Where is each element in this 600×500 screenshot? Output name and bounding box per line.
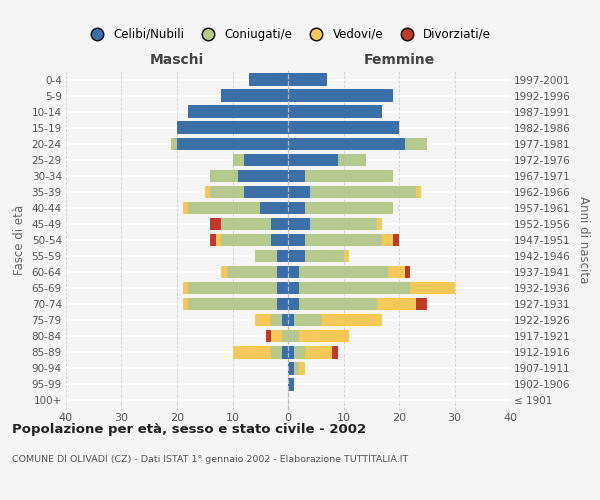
Bar — [205, 186, 210, 198]
Bar — [288, 138, 404, 150]
Bar — [271, 346, 283, 358]
Text: Popolazione per età, sesso e stato civile - 2002: Popolazione per età, sesso e stato civil… — [12, 422, 366, 436]
Y-axis label: Anni di nascita: Anni di nascita — [577, 196, 590, 284]
Bar — [305, 250, 343, 262]
Bar — [343, 250, 349, 262]
Bar — [277, 250, 288, 262]
Bar — [283, 346, 288, 358]
Bar — [288, 266, 299, 278]
Bar — [271, 234, 288, 246]
Bar — [404, 266, 410, 278]
Bar — [299, 330, 349, 342]
Bar — [271, 218, 288, 230]
Bar — [211, 170, 238, 182]
Bar — [305, 346, 332, 358]
Bar — [254, 250, 277, 262]
Bar — [293, 314, 322, 326]
Bar — [271, 314, 283, 326]
Bar — [404, 138, 427, 150]
Bar — [322, 314, 382, 326]
Bar — [233, 346, 271, 358]
Bar — [394, 234, 399, 246]
Bar — [288, 250, 305, 262]
Bar — [299, 362, 305, 374]
Bar — [172, 138, 177, 150]
Bar — [338, 154, 366, 166]
Bar — [210, 186, 244, 198]
Bar — [288, 298, 299, 310]
Bar — [288, 282, 299, 294]
Bar — [266, 330, 271, 342]
Bar — [288, 186, 310, 198]
Bar — [188, 106, 288, 118]
Bar — [221, 266, 227, 278]
Bar — [210, 234, 216, 246]
Bar — [388, 266, 404, 278]
Bar — [332, 346, 338, 358]
Bar — [238, 170, 288, 182]
Bar — [177, 138, 288, 150]
Bar — [299, 298, 377, 310]
Bar — [310, 186, 416, 198]
Y-axis label: Fasce di età: Fasce di età — [13, 205, 26, 275]
Text: Femmine: Femmine — [364, 53, 434, 67]
Bar — [216, 234, 221, 246]
Bar — [410, 282, 455, 294]
Bar — [182, 298, 188, 310]
Bar — [244, 186, 288, 198]
Bar — [288, 346, 293, 358]
Bar — [260, 202, 288, 214]
Bar — [288, 218, 310, 230]
Bar — [221, 234, 271, 246]
Bar — [271, 330, 283, 342]
Bar — [188, 298, 277, 310]
Bar — [221, 218, 271, 230]
Bar — [288, 154, 338, 166]
Bar — [227, 266, 277, 278]
Bar — [288, 170, 305, 182]
Bar — [210, 218, 221, 230]
Bar — [310, 218, 377, 230]
Bar — [305, 234, 382, 246]
Bar — [299, 266, 388, 278]
Bar — [288, 202, 305, 214]
Bar — [244, 154, 288, 166]
Bar — [277, 282, 288, 294]
Bar — [288, 314, 293, 326]
Bar — [233, 154, 244, 166]
Bar — [288, 362, 293, 374]
Bar — [283, 330, 288, 342]
Bar — [188, 202, 260, 214]
Bar — [288, 330, 299, 342]
Bar — [377, 298, 416, 310]
Bar — [288, 90, 394, 102]
Bar — [182, 202, 188, 214]
Bar — [293, 362, 299, 374]
Bar — [288, 74, 327, 86]
Bar — [188, 282, 277, 294]
Text: COMUNE DI OLIVADI (CZ) - Dati ISTAT 1° gennaio 2002 - Elaborazione TUTTITALIA.IT: COMUNE DI OLIVADI (CZ) - Dati ISTAT 1° g… — [12, 455, 408, 464]
Bar — [182, 282, 188, 294]
Bar — [288, 106, 382, 118]
Bar — [255, 314, 271, 326]
Bar — [288, 234, 305, 246]
Bar — [416, 186, 421, 198]
Bar — [305, 170, 394, 182]
Bar — [283, 314, 288, 326]
Bar — [305, 202, 394, 214]
Bar — [249, 74, 288, 86]
Bar — [288, 122, 399, 134]
Bar — [382, 234, 394, 246]
Bar — [416, 298, 427, 310]
Bar — [288, 378, 293, 390]
Text: Maschi: Maschi — [150, 53, 204, 67]
Bar — [277, 298, 288, 310]
Bar — [177, 122, 288, 134]
Bar — [299, 282, 410, 294]
Bar — [293, 346, 305, 358]
Bar — [277, 266, 288, 278]
Bar — [377, 218, 382, 230]
Legend: Celibi/Nubili, Coniugati/e, Vedovi/e, Divorziati/e: Celibi/Nubili, Coniugati/e, Vedovi/e, Di… — [80, 23, 496, 46]
Bar — [221, 90, 288, 102]
